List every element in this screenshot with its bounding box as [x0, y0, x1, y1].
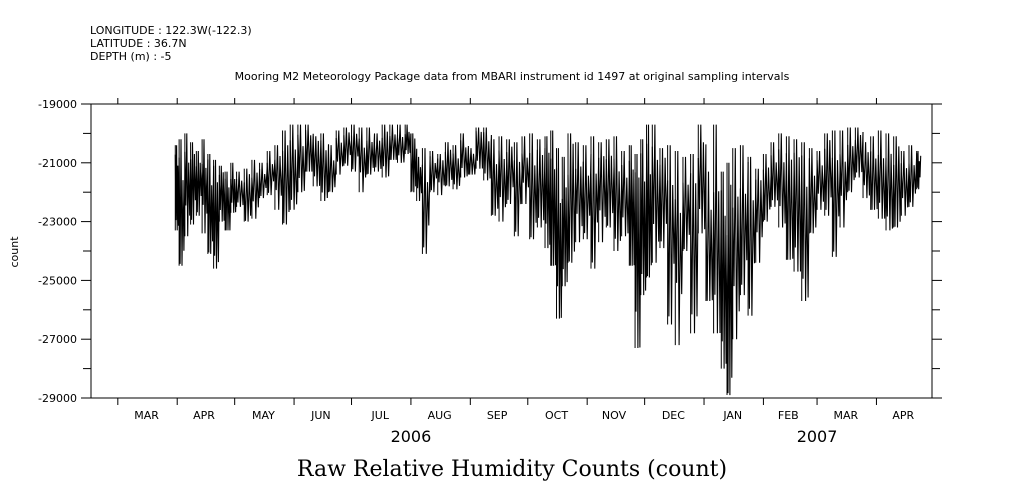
x-year-label: 2007: [797, 427, 838, 446]
y-tick-label: -27000: [38, 333, 77, 346]
x-month-label: JUL: [371, 409, 390, 422]
latitude-label: LATITUDE : 36.7N: [90, 37, 187, 50]
x-month-label: JAN: [722, 409, 742, 422]
x-month-label: APR: [892, 409, 914, 422]
x-month-label: MAY: [252, 409, 275, 422]
metadata-header: LONGITUDE : 122.3W(-122.3) LATITUDE : 36…: [90, 24, 790, 83]
variable-title: Raw Relative Humidity Counts (count): [297, 457, 727, 482]
depth-label: DEPTH (m) : -5: [90, 50, 172, 63]
longitude-label: LONGITUDE : 122.3W(-122.3): [90, 24, 252, 37]
x-month-label: JUN: [310, 409, 331, 422]
plot-title: Mooring M2 Meteorology Package data from…: [235, 70, 790, 83]
humidity-series: [174, 124, 922, 396]
x-month-label: MAR: [833, 409, 858, 422]
x-month-label: APR: [193, 409, 215, 422]
x-month-label: FEB: [778, 409, 799, 422]
x-month-label: OCT: [545, 409, 568, 422]
y-tick-label: -29000: [38, 392, 77, 405]
axis-ticks: [81, 98, 942, 405]
axis-labels: -19000 -21000 -23000 -25000 -27000 -29000 MAR A…: [38, 98, 914, 446]
series-line: [174, 124, 922, 396]
x-month-label: AUG: [428, 409, 452, 422]
y-tick-label: -19000: [38, 98, 77, 111]
x-year-label: 2006: [391, 427, 432, 446]
x-month-label: MAR: [134, 409, 159, 422]
y-tick-label: -25000: [38, 274, 77, 287]
x-month-label: NOV: [602, 409, 627, 422]
y-tick-label: -23000: [38, 216, 77, 229]
y-axis-label: count: [8, 236, 21, 268]
x-month-label: SEP: [487, 409, 508, 422]
x-month-label: DEC: [662, 409, 685, 422]
y-tick-label: -21000: [38, 157, 77, 170]
